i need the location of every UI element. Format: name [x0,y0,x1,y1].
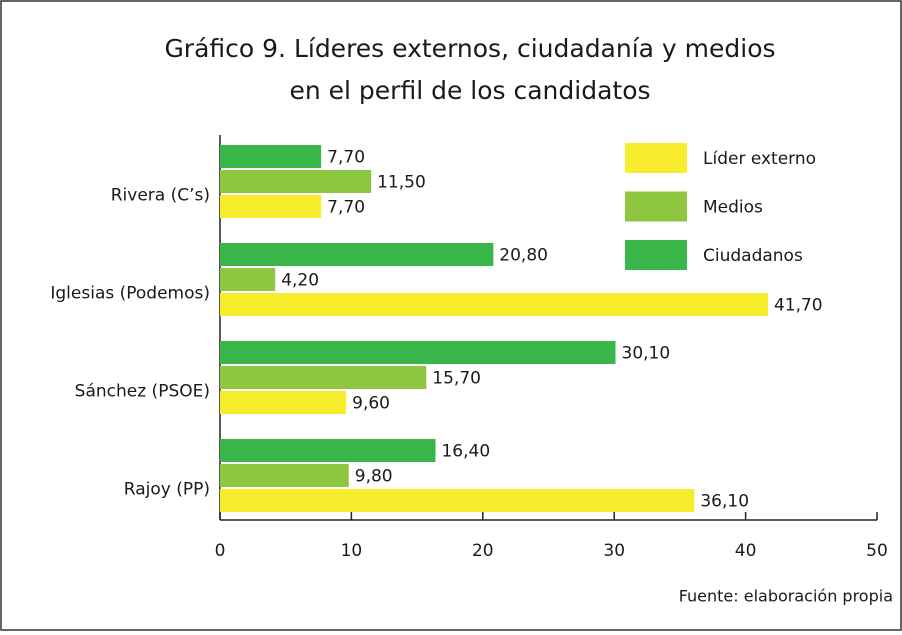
y-tick-label: Rivera (C’s) [111,186,210,206]
legend-label: Medios [703,198,763,218]
bar [220,439,436,462]
bar [220,243,494,266]
x-tick-label: 30 [603,541,625,561]
bar [220,293,768,316]
value-label: 16,40 [441,442,490,462]
value-label: 7,70 [327,198,365,218]
value-label: 7,70 [327,148,365,168]
value-label: 4,20 [281,271,319,291]
source: Fuente: elaboración propia [679,587,893,606]
value-label: 20,80 [499,246,548,266]
legend-swatch [625,191,687,222]
bar [220,391,347,414]
x-tick-label: 10 [341,541,363,561]
bar [220,145,322,168]
bar [220,195,322,218]
x-tick-label: 50 [866,541,888,561]
legend-label: Ciudadanos [703,246,803,266]
y-tick-label: Rajoy (PP) [124,480,210,500]
legend-swatch [625,143,687,173]
value-label: 9,60 [352,394,390,414]
value-label: 30,10 [622,344,671,364]
y-tick-label: Sánchez (PSOE) [75,382,210,402]
x-tick-label: 40 [735,541,757,561]
bar [220,341,616,364]
bar [220,489,695,512]
value-label: 36,10 [700,492,749,512]
x-tick-label: 0 [215,541,226,561]
bar [220,366,427,389]
chart-title: Gráfico 9. Líderes externos, ciudadanía … [164,34,775,63]
legend-label: Líder externo [703,149,816,169]
x-tick-label: 20 [472,541,494,561]
legend-swatch [625,240,687,270]
y-tick-label: Iglesias (Podemos) [50,284,210,304]
value-label: 41,70 [774,296,823,316]
bar [220,464,349,487]
bar [220,170,372,193]
value-label: 15,70 [432,369,481,389]
value-label: 11,50 [377,173,426,193]
chart-title: en el perfil de los candidatos [289,76,650,105]
bar [220,268,276,291]
value-label: 9,80 [355,467,393,487]
